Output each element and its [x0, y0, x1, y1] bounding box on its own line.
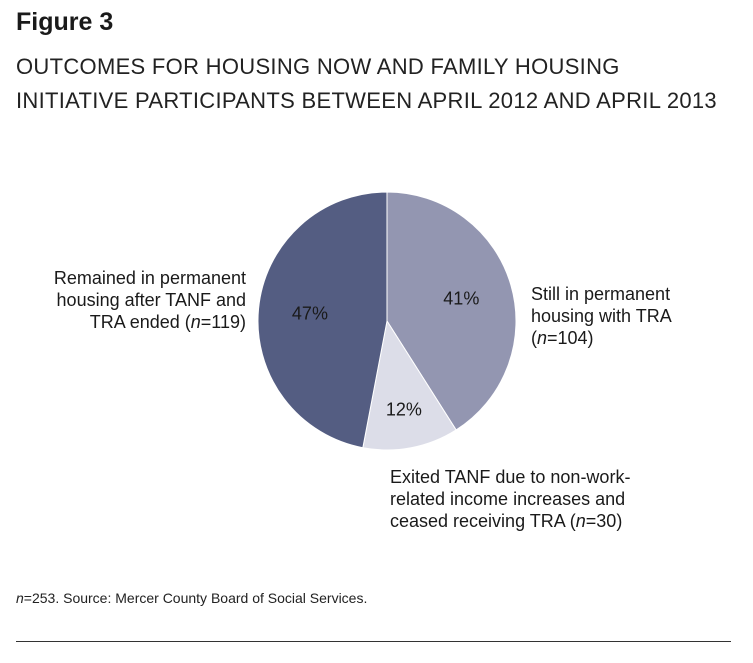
legend-remained-n: n: [190, 312, 201, 332]
pie-slice-exited: [362, 319, 457, 451]
legend-exited-count-prefix: ceased receiving TRA (: [390, 511, 576, 531]
pie-slice-still: [386, 191, 517, 431]
legend-still-line-1: Still in permanent: [531, 284, 671, 304]
slice-label-remained: 47%: [291, 303, 328, 324]
legend-label-remained: Remained in permanent housing after TANF…: [20, 267, 246, 333]
bottom-divider: [16, 641, 731, 642]
chart-title-line-2: INITIATIVE PARTICIPANTS BETWEEN APRIL 20…: [16, 88, 717, 113]
chart-title: OUTCOMES FOR HOUSING NOW AND FAMILY HOUS…: [16, 50, 741, 118]
legend-still-count-prefix: (: [531, 328, 537, 348]
legend-remained-line-2: housing after TANF and: [56, 290, 246, 310]
legend-exited-line-1: Exited TANF due to non-work-: [390, 467, 631, 487]
legend-label-exited: Exited TANF due to non-work- related inc…: [390, 466, 630, 532]
slice-label-exited: 12%: [385, 399, 422, 420]
legend-exited-line-3: ceased receiving TRA (n=30): [390, 510, 630, 532]
figure-label: Figure 3: [16, 8, 114, 36]
legend-remained-count: =119): [200, 312, 246, 332]
footnote-n: n: [16, 590, 24, 606]
legend-exited-line-2: related income increases and: [390, 489, 626, 509]
legend-label-still: Still in permanent housing with TRA (n=1…: [531, 283, 672, 349]
legend-exited-count: =30): [585, 511, 623, 531]
legend-still-line-2: housing with TRA: [531, 306, 672, 326]
footnote: n=253. Source: Mercer County Board of So…: [16, 590, 367, 606]
slice-label-still: 41%: [443, 288, 480, 309]
legend-remained-line-3: TRA ended (n=119): [20, 311, 246, 333]
legend-remained-line-1: Remained in permanent: [53, 268, 246, 288]
legend-still-n: n: [537, 328, 548, 348]
legend-still-line-3: (n=104): [531, 327, 672, 349]
footnote-text: =253. Source: Mercer County Board of Soc…: [23, 590, 368, 606]
legend-exited-n: n: [575, 511, 586, 531]
pie-slice-remained: [257, 191, 388, 449]
chart-title-line-1: OUTCOMES FOR HOUSING NOW AND FAMILY HOUS…: [16, 54, 620, 79]
legend-remained-count-prefix: TRA ended (: [89, 312, 191, 332]
legend-still-count: =104): [547, 328, 594, 348]
